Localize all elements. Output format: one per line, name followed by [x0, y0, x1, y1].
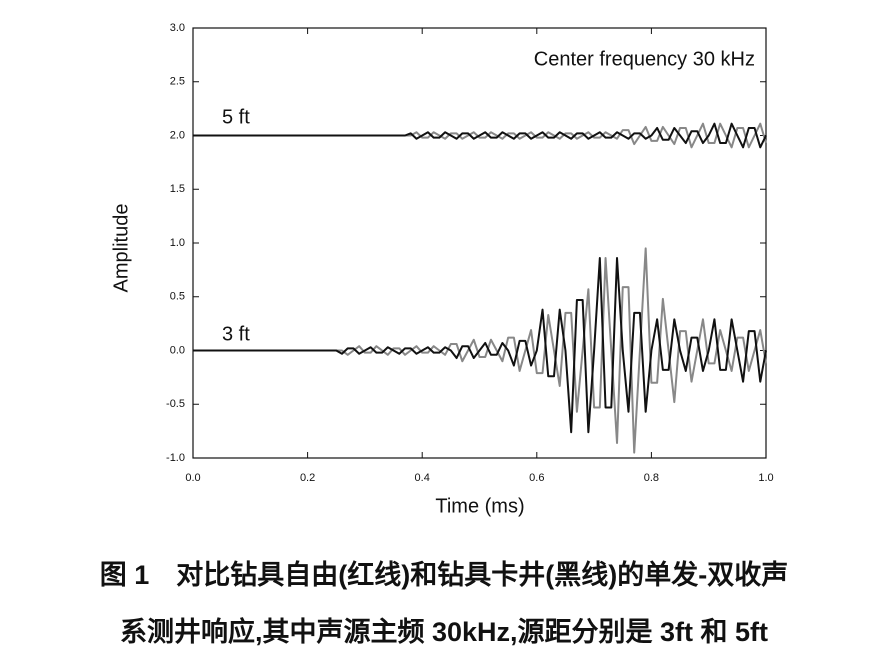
x-tick-label: 0.8 — [644, 472, 659, 484]
x-axis-label: Time (ms) — [435, 495, 524, 517]
x-tick-label: 0.2 — [300, 472, 315, 484]
annotation: Center frequency 30 kHz — [534, 48, 755, 70]
annotation: 5 ft — [222, 106, 250, 128]
y-tick-label: 0.5 — [170, 291, 185, 303]
caption: 图 1 对比钻具自由(红线)和钻具卡井(黑线)的单发-双收声 — [100, 559, 788, 590]
y-tick-label: 1.0 — [170, 237, 185, 249]
y-tick-label: 3.0 — [170, 22, 185, 34]
y-tick-label: 0.0 — [170, 344, 185, 356]
y-tick-label: 2.5 — [170, 76, 185, 88]
annotation: 3 ft — [222, 323, 250, 345]
waveform — [193, 122, 767, 149]
x-tick-label: 0.6 — [529, 472, 544, 484]
y-axis-label: Amplitude — [110, 204, 132, 293]
y-tick-label: -0.5 — [166, 398, 185, 410]
x-tick-label: 0.4 — [415, 472, 430, 484]
y-tick-label: 1.5 — [170, 183, 185, 195]
plot-frame — [192, 27, 767, 459]
caption: 系测井响应,其中声源主频 30kHz,源距分别是 3ft 和 5ft — [120, 616, 768, 647]
y-tick-label: 2.0 — [170, 129, 185, 141]
x-tick-label: 0.0 — [185, 472, 200, 484]
waveform — [193, 257, 767, 434]
x-tick-label: 1.0 — [758, 472, 773, 484]
y-tick-label: -1.0 — [166, 452, 185, 464]
